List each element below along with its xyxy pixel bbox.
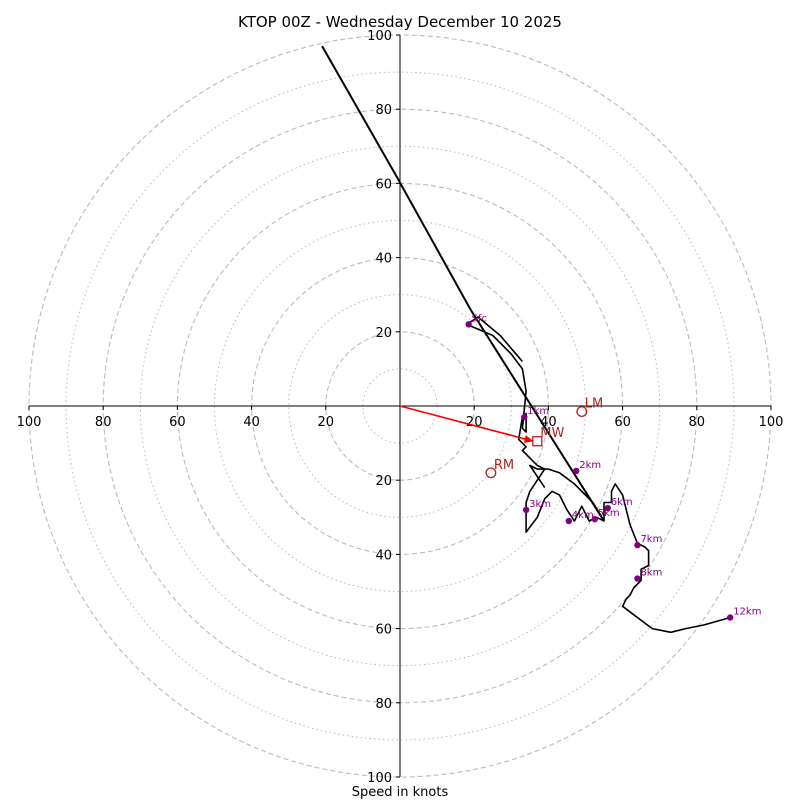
- storm-motion-rm: RM: [485, 458, 514, 479]
- y-tick-label: 20: [375, 474, 392, 489]
- storm-motion-mw: MW: [532, 426, 564, 447]
- height-marker-dot: [634, 541, 641, 549]
- tick-labels: 100 80 60 40 20 20 40 60 80 100204060801002040608…: [17, 29, 784, 786]
- height-marker-label: 3km: [529, 499, 551, 510]
- storm-motion-marker: [532, 436, 543, 447]
- height-marker: 12km: [726, 606, 761, 621]
- y-tick-label: 40: [375, 548, 392, 563]
- height-marker: 8km: [634, 568, 662, 582]
- y-tick-label: 100: [367, 29, 392, 44]
- y-tick-label: 80: [375, 697, 392, 712]
- height-marker-dot: [573, 467, 580, 475]
- height-marker: 4km: [565, 510, 594, 525]
- y-tick-label: 80: [375, 103, 392, 118]
- y-tick-label: 20: [375, 326, 392, 341]
- height-marker-label: 7km: [640, 534, 662, 545]
- y-tick-label: 60: [375, 177, 392, 192]
- mean-wind-vector: [399, 405, 534, 443]
- height-marker-label: 12km: [733, 606, 761, 617]
- height-marker-dot: [465, 321, 472, 328]
- height-marker: 7km: [634, 534, 662, 549]
- storm-motion-label: LM: [585, 397, 603, 412]
- height-marker-label: 2km: [579, 460, 601, 471]
- storm-motion-marker: [576, 406, 588, 418]
- storm-motions: LM RM MW: [485, 397, 603, 479]
- height-marker: Sfc: [465, 313, 487, 328]
- height-marker: 1km: [521, 406, 549, 421]
- height-marker-label: 5km: [598, 508, 620, 519]
- x-tick-label: 40: [243, 415, 260, 430]
- storm-motion-label: MW: [540, 426, 564, 441]
- x-tick-label: 80: [689, 415, 706, 430]
- height-marker-label: 4km: [572, 510, 594, 521]
- x-tick-label: 60: [614, 415, 631, 430]
- x-tick-label: 60: [169, 415, 186, 430]
- y-tick-label: 60: [375, 623, 392, 638]
- height-marker-dot: [604, 504, 611, 512]
- height-marker-label: 8km: [640, 568, 662, 579]
- height-marker-dot: [565, 517, 573, 525]
- storm-motion-label: RM: [494, 458, 514, 473]
- hodograph-traces: [321, 45, 731, 634]
- chart-title: KTOP 00Z - Wednesday December 10 2025: [238, 13, 562, 31]
- storm-wind-line-line: [321, 45, 605, 522]
- storm-motion-marker: [485, 467, 497, 479]
- y-tick-label: 100: [367, 771, 392, 786]
- height-marker: 3km: [522, 499, 551, 514]
- x-axis-label: Speed in knots: [352, 785, 449, 800]
- x-tick-label: 80: [95, 415, 112, 430]
- storm-motion-lm: LM: [576, 397, 603, 418]
- height-marker-label: 1km: [527, 406, 549, 417]
- height-marker-dot: [726, 614, 734, 621]
- y-tick-label: 40: [375, 252, 392, 267]
- x-tick-label: 100: [759, 415, 784, 430]
- height-marker-dot: [591, 515, 598, 523]
- x-tick-label: 20: [318, 415, 335, 430]
- height-marker-label: Sfc: [472, 313, 487, 324]
- hodograph-line: [465, 316, 731, 634]
- mean-wind-arrowhead: [523, 435, 534, 443]
- height-marker: 5km: [591, 508, 620, 523]
- height-marker: 6km: [604, 497, 633, 512]
- height-marker-dot: [522, 506, 530, 514]
- height-marker-dot: [634, 575, 641, 582]
- height-marker-label: 6km: [611, 497, 633, 508]
- height-marker-dot: [521, 413, 528, 421]
- height-marker: 2km: [573, 460, 601, 475]
- x-tick-label: 100: [17, 415, 42, 430]
